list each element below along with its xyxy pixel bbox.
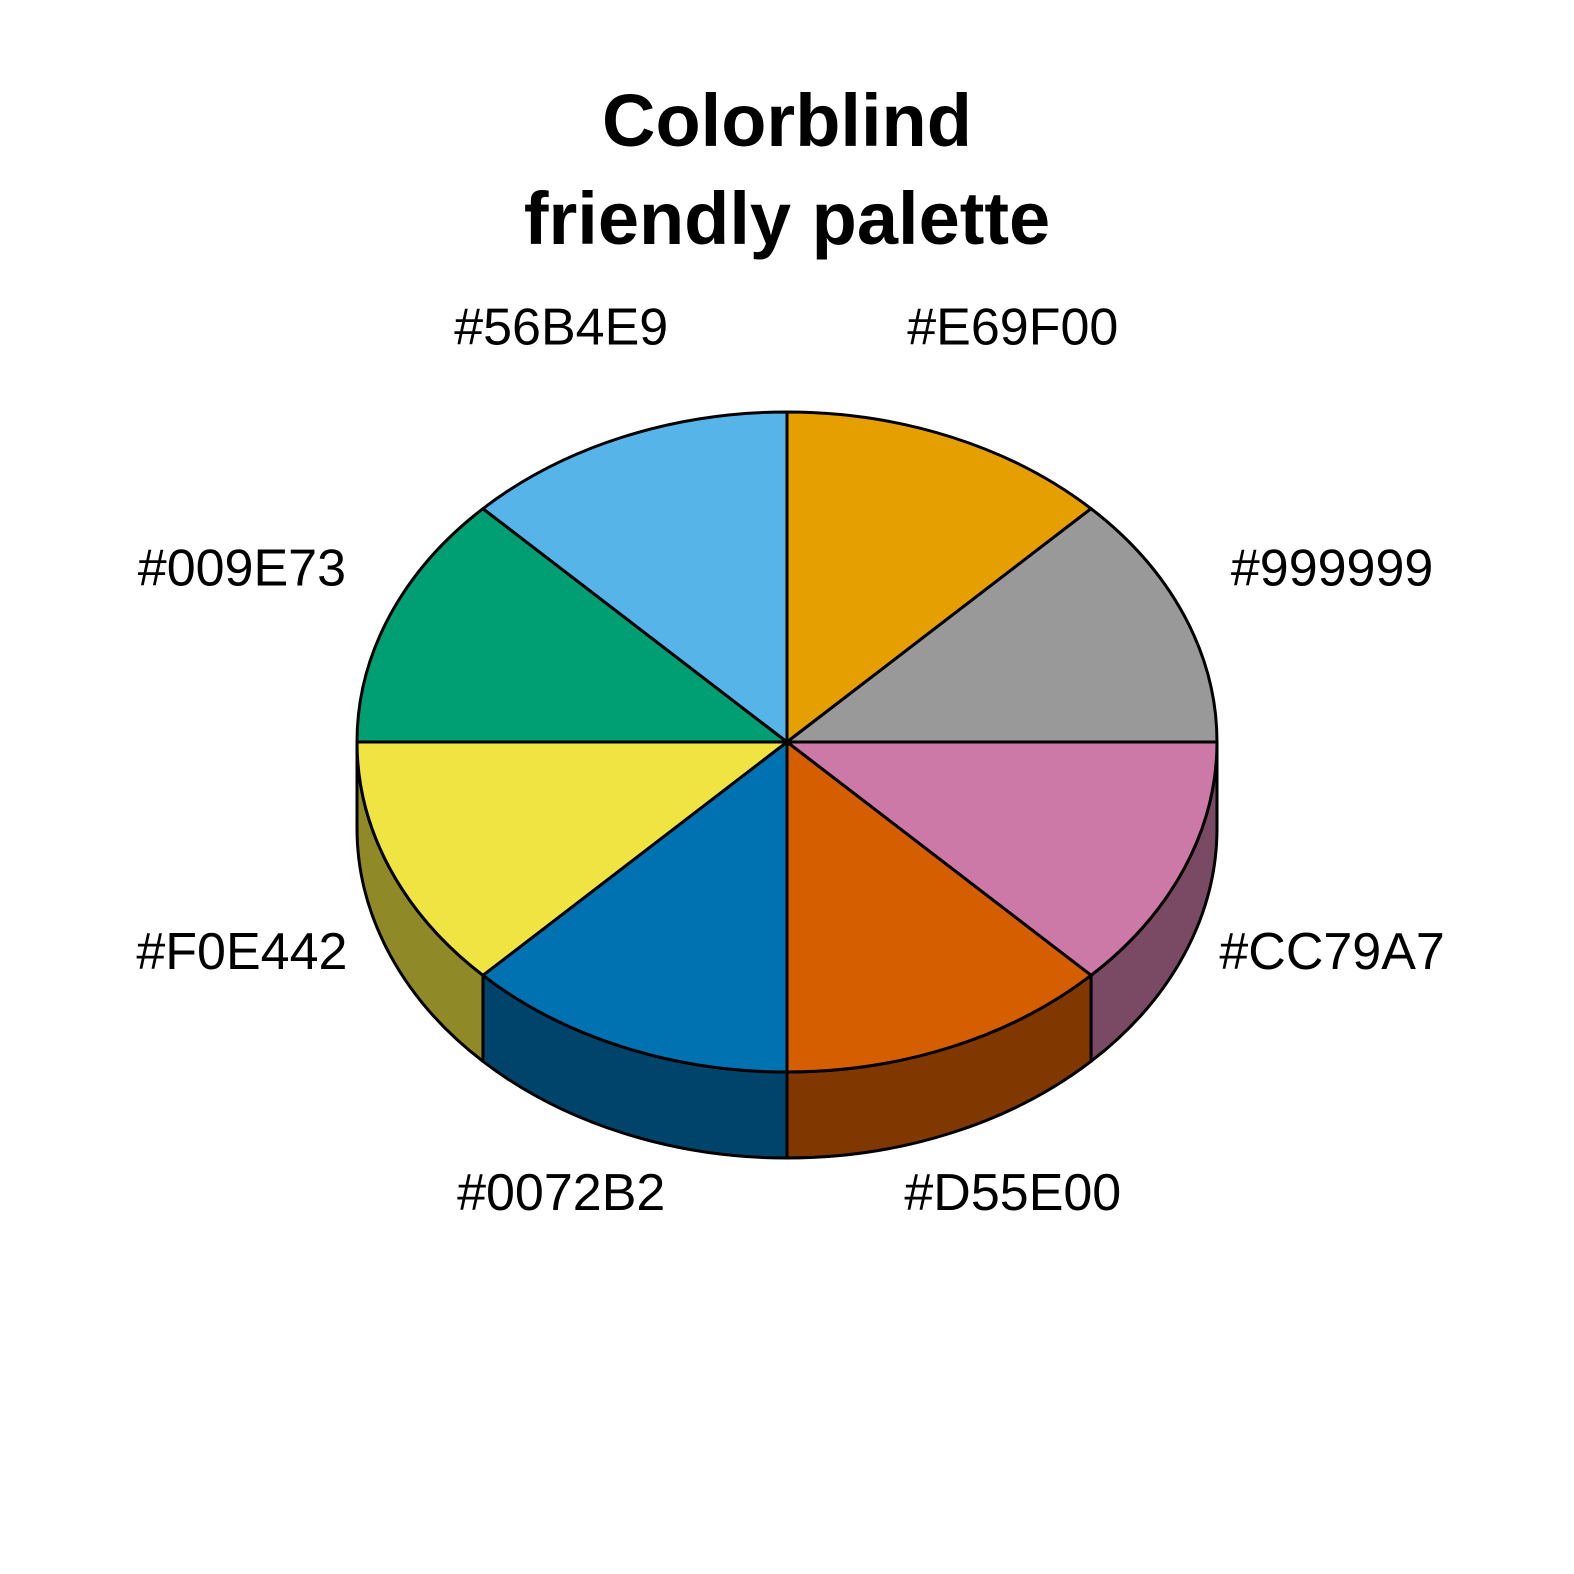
slice-label-009e73: #009E73 — [138, 539, 346, 597]
slice-009e73 — [355, 507, 789, 744]
slice-0072b2 — [481, 740, 789, 1074]
chart-title: Colorblind friendly palette — [0, 72, 1574, 268]
slice-d55e00 — [785, 740, 1093, 1074]
pie-slices — [355, 410, 1219, 1074]
slice-label-e69f00: #E69F00 — [907, 299, 1118, 357]
chart-title-line-2: friendly palette — [523, 177, 1051, 260]
slice-999999 — [785, 507, 1219, 744]
slice-label-0072b2: #0072B2 — [457, 1164, 665, 1222]
slice-f0e442 — [355, 740, 789, 977]
chart-title-line-1: Colorblind — [602, 79, 972, 162]
slice-label-56b4e9: #56B4E9 — [454, 299, 668, 357]
slice-cc79a7 — [785, 740, 1219, 977]
slice-label-f0e442: #F0E442 — [136, 923, 347, 981]
slice-e69f00 — [785, 410, 1093, 744]
slice-label-d55e00: #D55E00 — [904, 1164, 1121, 1222]
pie-labels: #E69F00 #999999 #CC79A7 #D55E00 #0072B2 #F0E4… — [136, 299, 1444, 1222]
slice-56b4e9 — [481, 410, 789, 744]
slice-label-cc79a7: #CC79A7 — [1219, 923, 1444, 981]
slice-label-999999: #999999 — [1231, 539, 1433, 597]
